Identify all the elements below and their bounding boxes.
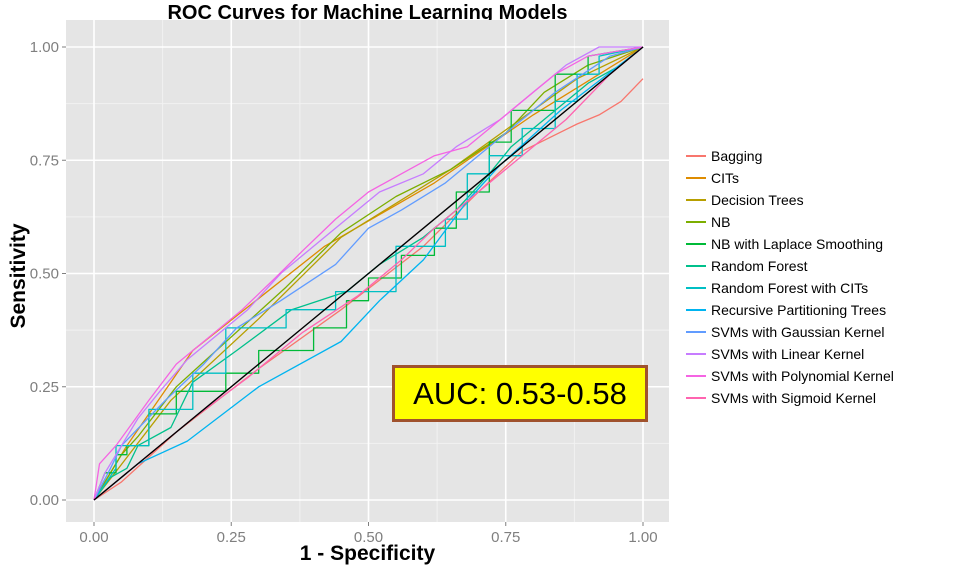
legend-item: SVMs with Polynomial Kernel: [686, 365, 894, 387]
legend-item: CITs: [686, 167, 894, 189]
reference-diagonal-line: [93, 46, 644, 501]
y-tick-label: 0.25: [30, 379, 59, 396]
x-tick-label: 0.00: [79, 529, 108, 546]
legend-item: Bagging: [686, 145, 894, 167]
legend-swatch: [686, 221, 706, 223]
axis-ticks: 0.00 0.25 0.50 0.75 1.00 0.00 0.25 0.50 0.75 1.00: [30, 39, 658, 546]
plot-background: [66, 20, 669, 522]
legend-label: SVMs with Polynomial Kernel: [711, 368, 894, 384]
legend-label: SVMs with Sigmoid Kernel: [711, 390, 876, 406]
y-axis-title: Sensitivity: [7, 223, 30, 329]
legend-swatch: [686, 309, 706, 311]
auc-annotation: AUC: 0.53-0.58: [392, 365, 648, 422]
y-tick-label: 0.00: [30, 492, 59, 509]
legend-item: NB: [686, 211, 894, 233]
x-tick-label: 0.50: [354, 529, 383, 546]
x-axis-title: 1 - Specificity: [299, 542, 436, 565]
y-tick-label: 0.75: [30, 152, 59, 169]
y-tick-label: 0.50: [30, 266, 59, 283]
legend-swatch: [686, 199, 706, 201]
legend-label: Recursive Partitioning Trees: [711, 302, 887, 318]
legend-item: SVMs with Gaussian Kernel: [686, 321, 894, 343]
legend-swatch: [686, 177, 706, 179]
legend-item: Decision Trees: [686, 189, 894, 211]
legend-item: Recursive Partitioning Trees: [686, 299, 894, 321]
legend-item: NB with Laplace Smoothing: [686, 233, 894, 255]
legend-label: Random Forest: [711, 258, 808, 274]
legend: Bagging CITs Decision Trees NB NB with Lapla…: [686, 145, 894, 409]
x-tick-label: 1.00: [628, 529, 657, 546]
legend-label: SVMs with Gaussian Kernel: [711, 324, 885, 340]
roc-curve-recursive-partitioning-trees: [93, 46, 644, 501]
y-tick-label: 1.00: [30, 39, 59, 56]
roc-curve-svms-with-gaussian-kernel: [93, 46, 644, 501]
legend-swatch: [686, 287, 706, 289]
legend-label: Decision Trees: [711, 192, 804, 208]
legend-swatch: [686, 353, 706, 355]
legend-swatch: [686, 331, 706, 333]
legend-item: Random Forest: [686, 255, 894, 277]
legend-swatch: [686, 375, 706, 377]
legend-swatch: [686, 397, 706, 399]
roc-curve-cits: [93, 46, 644, 501]
roc-curve-svms-with-polynomial-kernel: [93, 46, 644, 501]
roc-curve-random-forest-with-cits: [93, 46, 644, 501]
legend-label: NB with Laplace Smoothing: [711, 236, 883, 252]
legend-swatch: [686, 155, 706, 157]
legend-swatch: [686, 265, 706, 267]
legend-label: Random Forest with CITs: [711, 280, 869, 296]
legend-item: SVMs with Linear Kernel: [686, 343, 894, 365]
chart-title: ROC Curves for Machine Learning Models: [167, 2, 568, 24]
legend-label: SVMs with Linear Kernel: [711, 346, 865, 362]
legend-item: SVMs with Sigmoid Kernel: [686, 387, 894, 409]
reference-diagonal: [93, 46, 644, 501]
legend-swatch: [686, 243, 706, 245]
legend-item: Random Forest with CITs: [686, 277, 894, 299]
x-tick-label: 0.25: [217, 529, 246, 546]
legend-label: CITs: [711, 170, 739, 186]
x-tick-label: 0.75: [491, 529, 520, 546]
legend-label: NB: [711, 214, 731, 230]
roc-curve-nb: [93, 46, 644, 501]
legend-label: Bagging: [711, 148, 763, 164]
